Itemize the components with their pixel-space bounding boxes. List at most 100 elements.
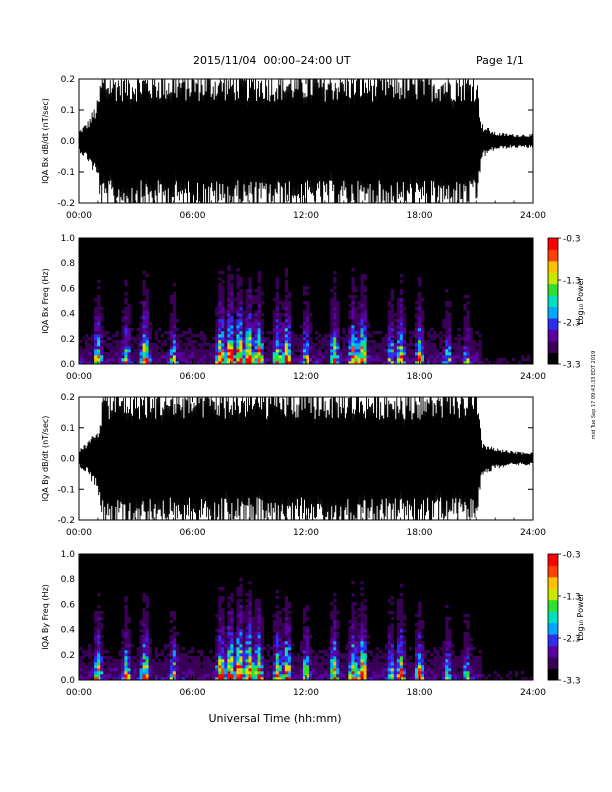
spectrogram-cell bbox=[318, 656, 322, 660]
spectrogram-cell bbox=[236, 593, 240, 597]
spectrogram-cell bbox=[100, 659, 104, 663]
spectrogram-cell bbox=[97, 352, 101, 356]
spectrogram-cell bbox=[448, 325, 452, 329]
spectrogram-cell bbox=[127, 674, 131, 678]
spectrogram-cell bbox=[257, 316, 261, 320]
spectrogram-cell bbox=[275, 677, 280, 681]
spectrogram-cell bbox=[472, 340, 476, 344]
spectrogram-cell bbox=[157, 340, 162, 344]
spectrogram-cell bbox=[203, 674, 207, 678]
spectrogram-cell bbox=[445, 289, 449, 293]
spectrogram-cell bbox=[306, 307, 310, 311]
spectrogram-cell bbox=[230, 659, 234, 663]
spectrogram-cell bbox=[290, 671, 295, 675]
spectrogram-cell bbox=[97, 641, 101, 645]
spectrogram-cell bbox=[330, 310, 334, 314]
spectrogram-cell bbox=[236, 301, 240, 305]
spectrogram-cell bbox=[184, 343, 189, 347]
spectrogram-cell bbox=[79, 671, 83, 675]
spectrogram-cell bbox=[514, 671, 519, 675]
spectrogram-cell bbox=[85, 650, 89, 654]
spectrogram-cell bbox=[278, 352, 283, 356]
spectrogram-cell bbox=[94, 647, 98, 651]
spectrogram-cell bbox=[342, 328, 346, 332]
spectrogram-cell bbox=[218, 313, 222, 317]
x-tick-label: 18:00 bbox=[407, 688, 433, 698]
spectrogram-cell bbox=[348, 647, 352, 651]
spectrogram-cell bbox=[254, 674, 258, 678]
spectrogram-cell bbox=[124, 644, 128, 648]
spectrogram-cell bbox=[296, 349, 301, 353]
side-stamp: mid Tue Sep 17 09:43:33 EDT 2019 bbox=[591, 351, 597, 440]
spectrogram-cell bbox=[336, 343, 340, 347]
spectrogram-cell bbox=[97, 349, 101, 353]
spectrogram-cell bbox=[197, 674, 201, 678]
spectrogram-cell bbox=[239, 644, 243, 648]
spectrogram-cell bbox=[224, 313, 228, 317]
spectrogram-cell bbox=[442, 340, 446, 344]
spectrogram-cell bbox=[224, 647, 228, 651]
spectrogram-cell bbox=[381, 349, 385, 353]
spectrogram-cell bbox=[327, 355, 331, 359]
spectrogram-cell bbox=[284, 301, 289, 305]
spectrogram-cell bbox=[390, 334, 395, 338]
spectrogram-cell bbox=[136, 662, 140, 666]
spectrogram-cell bbox=[366, 355, 370, 359]
spectrogram-cell bbox=[399, 292, 404, 296]
spectrogram-cell bbox=[260, 644, 264, 648]
spectrogram-cell bbox=[121, 641, 125, 645]
spectrogram-cell bbox=[97, 328, 101, 332]
spectrogram-cell bbox=[275, 352, 280, 356]
spectrogram-cell bbox=[245, 304, 249, 308]
spectrogram-cell bbox=[257, 277, 261, 281]
spectrogram-cell bbox=[142, 608, 146, 612]
spectrogram-cell bbox=[387, 635, 392, 639]
spectrogram-cell bbox=[463, 677, 467, 681]
spectrogram-cell bbox=[163, 665, 168, 669]
spectrogram-cell bbox=[333, 614, 337, 618]
spectrogram-cell bbox=[475, 665, 479, 669]
spectrogram-cell bbox=[91, 665, 95, 669]
spectrogram-cell bbox=[163, 358, 168, 362]
spectrogram-cell bbox=[257, 677, 261, 681]
spectrogram-cell bbox=[351, 638, 355, 642]
spectrogram-cell bbox=[221, 611, 225, 615]
spectrogram-cell bbox=[312, 355, 316, 359]
spectrogram-cell bbox=[124, 355, 128, 359]
spectrogram-cell bbox=[363, 620, 367, 624]
spectrogram-cell bbox=[145, 343, 149, 347]
spectrogram-cell bbox=[239, 301, 243, 305]
spectrogram-cell bbox=[330, 325, 334, 329]
spectrogram-cell bbox=[387, 334, 392, 338]
spectrogram-cell bbox=[417, 659, 422, 663]
spectrogram-cell bbox=[157, 659, 162, 663]
spectrogram-cell bbox=[442, 653, 446, 657]
spectrogram-cell bbox=[454, 662, 458, 666]
spectrogram-cell bbox=[387, 337, 392, 341]
spectrogram-cell bbox=[169, 668, 174, 672]
spectrogram-cell bbox=[145, 611, 149, 615]
spectrogram-cell bbox=[357, 653, 361, 657]
spectrogram-cell bbox=[309, 322, 313, 326]
spectrogram-cell bbox=[463, 319, 467, 323]
spectrogram-cell bbox=[399, 644, 404, 648]
spectrogram-cell bbox=[463, 355, 467, 359]
spectrogram-cell bbox=[411, 343, 416, 347]
spectrogram-cell bbox=[187, 665, 192, 669]
spectrogram-cell bbox=[260, 361, 264, 365]
spectrogram-cell bbox=[445, 677, 449, 681]
spectrogram-cell bbox=[218, 328, 222, 332]
spectrogram-cell bbox=[466, 340, 470, 344]
spectrogram-cell bbox=[284, 608, 289, 612]
spectrogram-cell bbox=[254, 361, 258, 365]
spectrogram-cell bbox=[169, 298, 174, 302]
spectrogram-cell bbox=[230, 677, 234, 681]
spectrogram-cell bbox=[172, 319, 177, 323]
spectrogram-cell bbox=[112, 352, 116, 356]
y-tick-label: 0.0 bbox=[61, 455, 76, 465]
spectrogram-cell bbox=[257, 629, 261, 633]
spectrogram-cell bbox=[445, 659, 449, 663]
spectrogram-cell bbox=[154, 337, 158, 341]
spectrogram-cell bbox=[448, 629, 452, 633]
x-tick-label: 24:00 bbox=[520, 211, 546, 221]
